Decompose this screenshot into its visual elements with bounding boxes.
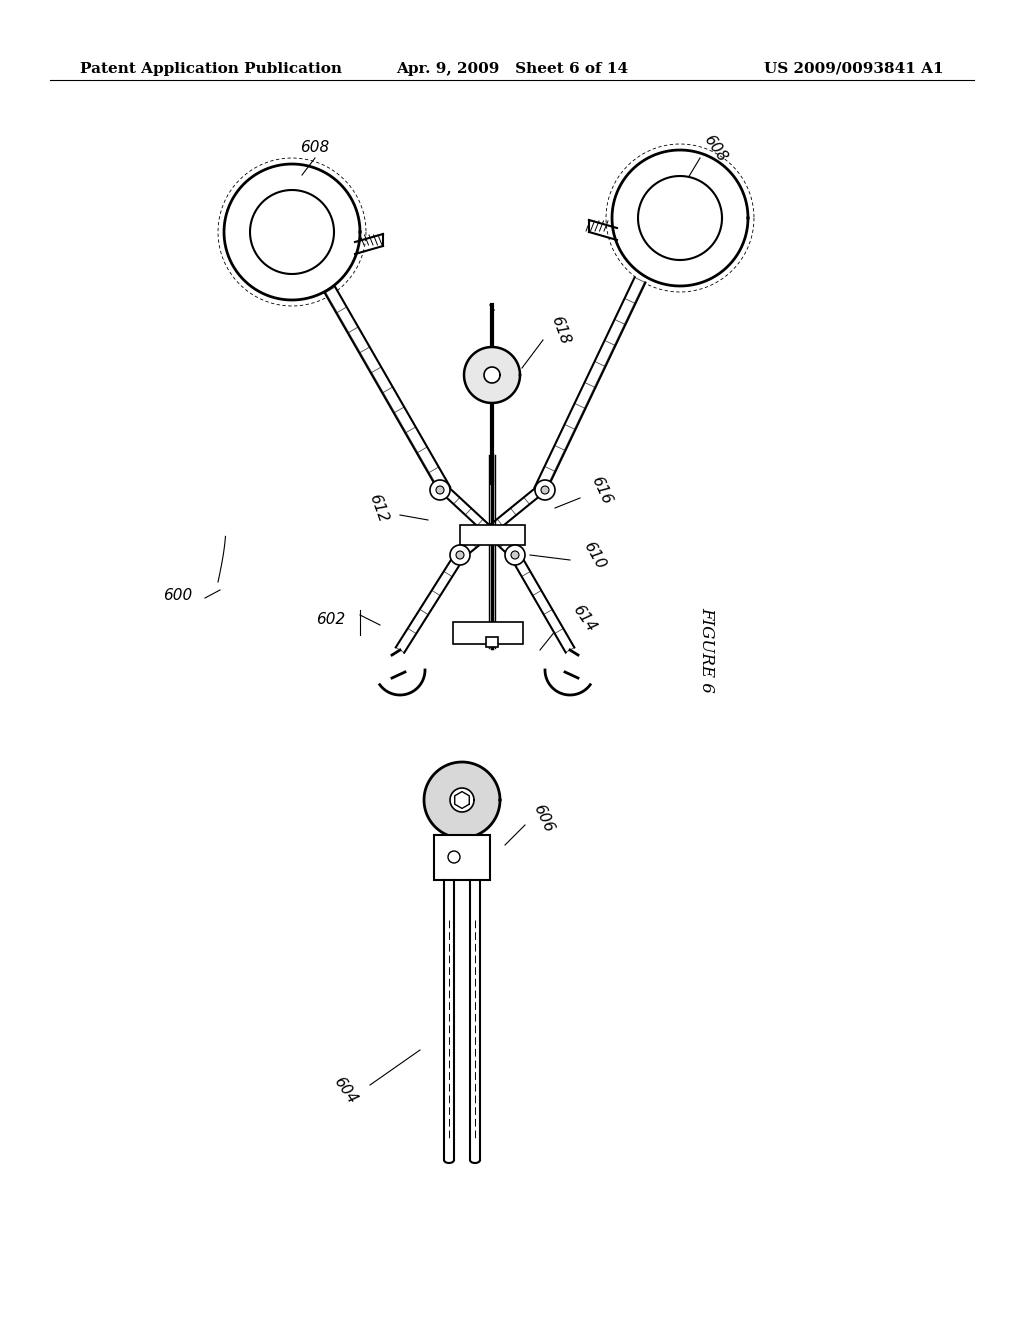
Circle shape [436, 486, 444, 494]
Bar [453, 622, 523, 644]
Text: Apr. 9, 2009   Sheet 6 of 14: Apr. 9, 2009 Sheet 6 of 14 [396, 62, 628, 77]
Text: FIGURE 6: FIGURE 6 [698, 607, 715, 693]
Text: 614: 614 [570, 602, 599, 635]
Text: 608: 608 [300, 140, 330, 156]
Polygon shape [464, 347, 520, 403]
Polygon shape [250, 190, 334, 275]
Polygon shape [535, 277, 645, 492]
Text: 612: 612 [366, 491, 390, 524]
Polygon shape [511, 553, 574, 652]
Text: 602: 602 [315, 612, 345, 627]
Polygon shape [325, 286, 451, 492]
Text: US 2009/0093841 A1: US 2009/0093841 A1 [764, 62, 944, 77]
Circle shape [456, 550, 464, 558]
Text: 600: 600 [163, 587, 193, 602]
Polygon shape [484, 367, 500, 383]
Circle shape [450, 545, 470, 565]
Circle shape [430, 480, 450, 500]
Polygon shape [442, 487, 518, 558]
Circle shape [535, 480, 555, 500]
Polygon shape [638, 176, 722, 260]
Circle shape [449, 851, 460, 863]
Text: 606: 606 [530, 801, 556, 834]
Text: 608: 608 [700, 132, 729, 164]
Polygon shape [444, 880, 454, 1160]
Polygon shape [457, 487, 543, 558]
Bar [434, 836, 490, 880]
Bar [460, 525, 525, 545]
Circle shape [541, 486, 549, 494]
Polygon shape [424, 762, 500, 838]
Polygon shape [395, 552, 464, 652]
Circle shape [511, 550, 519, 558]
Text: 618: 618 [548, 314, 572, 346]
Polygon shape [450, 788, 474, 812]
Text: 604: 604 [331, 1073, 360, 1106]
Text: 610: 610 [580, 539, 607, 572]
Polygon shape [470, 880, 480, 1160]
Text: 616: 616 [588, 474, 614, 507]
Circle shape [505, 545, 525, 565]
Text: Patent Application Publication: Patent Application Publication [80, 62, 342, 77]
Bar [486, 638, 498, 647]
